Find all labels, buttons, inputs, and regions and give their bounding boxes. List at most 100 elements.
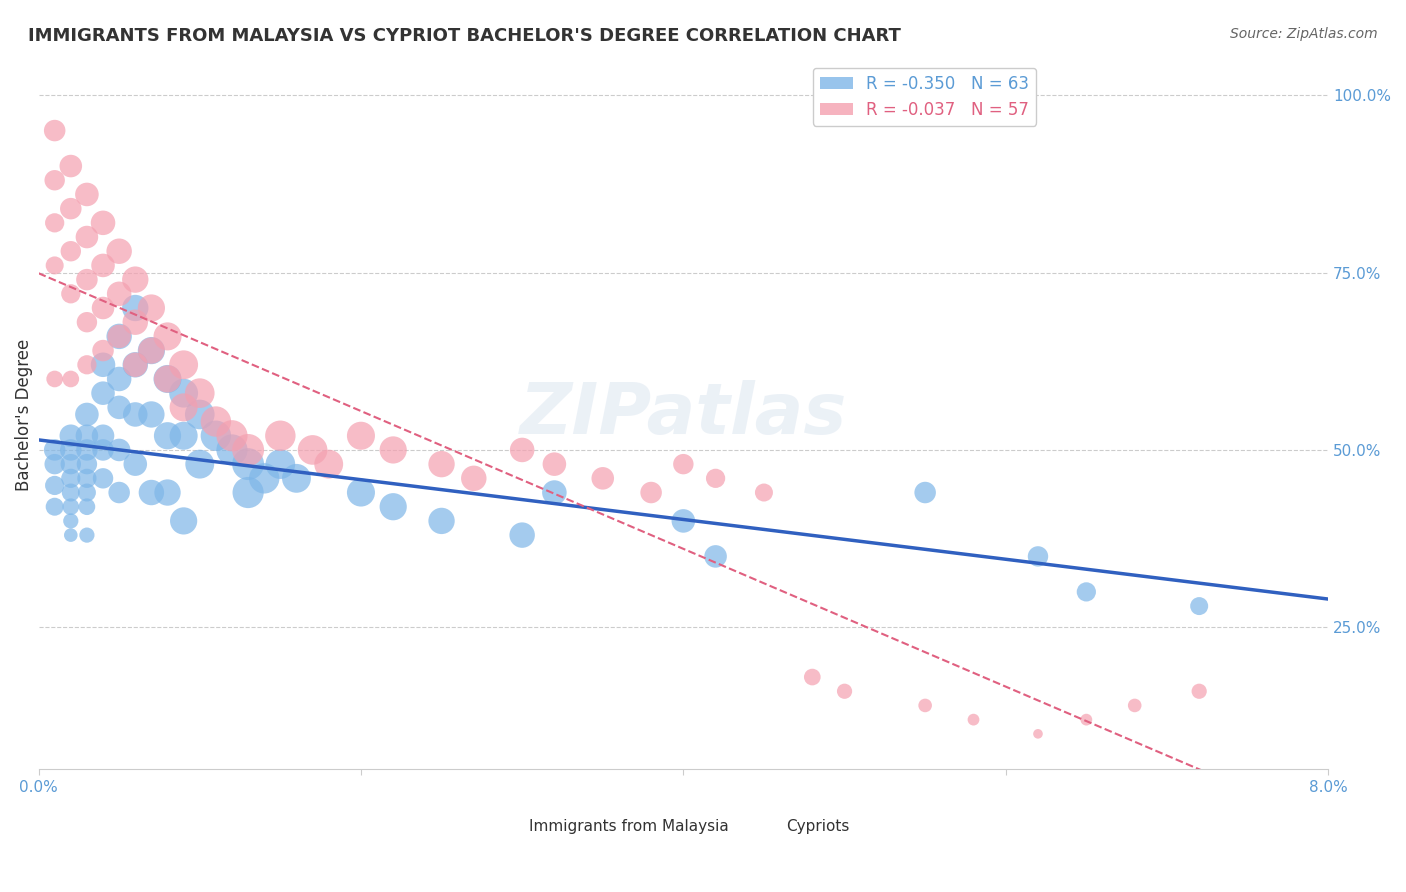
- Point: [124, 358, 146, 372]
- FancyBboxPatch shape: [752, 814, 783, 835]
- Point: [124, 457, 146, 471]
- Point: [91, 471, 114, 485]
- Point: [543, 485, 565, 500]
- Point: [59, 528, 82, 542]
- Point: [59, 485, 82, 500]
- Point: [350, 485, 373, 500]
- Point: [91, 216, 114, 230]
- Point: [834, 684, 856, 698]
- Point: [124, 408, 146, 422]
- Point: [914, 485, 936, 500]
- Point: [124, 358, 146, 372]
- Point: [141, 343, 163, 358]
- FancyBboxPatch shape: [494, 814, 524, 835]
- Point: [44, 442, 66, 457]
- Point: [510, 442, 533, 457]
- Point: [59, 471, 82, 485]
- Point: [44, 216, 66, 230]
- Point: [44, 500, 66, 514]
- Text: Immigrants from Malaysia: Immigrants from Malaysia: [529, 819, 728, 834]
- Point: [221, 442, 243, 457]
- Point: [1123, 698, 1146, 713]
- Point: [173, 386, 195, 401]
- Point: [156, 485, 179, 500]
- Point: [141, 301, 163, 315]
- Text: IMMIGRANTS FROM MALAYSIA VS CYPRIOT BACHELOR'S DEGREE CORRELATION CHART: IMMIGRANTS FROM MALAYSIA VS CYPRIOT BACH…: [28, 27, 901, 45]
- Point: [59, 372, 82, 386]
- Point: [253, 471, 276, 485]
- Point: [156, 429, 179, 443]
- Point: [173, 514, 195, 528]
- Point: [91, 386, 114, 401]
- Point: [1026, 727, 1049, 741]
- Point: [76, 315, 98, 329]
- Text: ZIPatlas: ZIPatlas: [520, 380, 846, 449]
- Point: [430, 514, 453, 528]
- Point: [108, 401, 131, 415]
- Point: [44, 123, 66, 137]
- Point: [108, 329, 131, 343]
- Point: [269, 457, 291, 471]
- Point: [301, 442, 323, 457]
- Point: [44, 372, 66, 386]
- Point: [44, 457, 66, 471]
- Point: [76, 358, 98, 372]
- Point: [141, 408, 163, 422]
- Point: [236, 485, 259, 500]
- Point: [108, 485, 131, 500]
- Point: [188, 457, 211, 471]
- Point: [76, 457, 98, 471]
- Point: [173, 358, 195, 372]
- Point: [382, 442, 405, 457]
- Point: [44, 173, 66, 187]
- Point: [205, 415, 228, 429]
- Point: [59, 457, 82, 471]
- Point: [124, 272, 146, 286]
- Point: [91, 259, 114, 273]
- Point: [44, 259, 66, 273]
- Point: [76, 528, 98, 542]
- Point: [59, 514, 82, 528]
- Point: [1026, 549, 1049, 564]
- Point: [430, 457, 453, 471]
- Point: [1188, 684, 1211, 698]
- Point: [188, 408, 211, 422]
- Point: [236, 442, 259, 457]
- Point: [156, 329, 179, 343]
- Point: [188, 386, 211, 401]
- Point: [108, 372, 131, 386]
- Point: [382, 500, 405, 514]
- Point: [173, 401, 195, 415]
- Point: [672, 457, 695, 471]
- Point: [318, 457, 340, 471]
- Point: [108, 442, 131, 457]
- Point: [76, 408, 98, 422]
- Point: [1188, 599, 1211, 613]
- Point: [91, 301, 114, 315]
- Point: [173, 429, 195, 443]
- Point: [1076, 713, 1098, 727]
- Point: [156, 372, 179, 386]
- Point: [91, 442, 114, 457]
- Point: [59, 286, 82, 301]
- Point: [801, 670, 824, 684]
- Point: [59, 244, 82, 259]
- Point: [76, 429, 98, 443]
- Point: [124, 301, 146, 315]
- Point: [704, 471, 727, 485]
- Point: [640, 485, 662, 500]
- Point: [141, 485, 163, 500]
- Point: [59, 500, 82, 514]
- Point: [76, 230, 98, 244]
- Point: [59, 159, 82, 173]
- Point: [1076, 585, 1098, 599]
- Point: [463, 471, 485, 485]
- Point: [91, 343, 114, 358]
- Point: [914, 698, 936, 713]
- Point: [124, 315, 146, 329]
- Point: [592, 471, 614, 485]
- Point: [510, 528, 533, 542]
- Point: [59, 442, 82, 457]
- Point: [108, 329, 131, 343]
- Point: [108, 286, 131, 301]
